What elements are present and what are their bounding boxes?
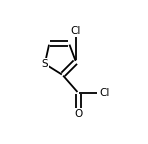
Text: O: O <box>74 109 82 119</box>
Text: Cl: Cl <box>71 26 81 36</box>
Text: S: S <box>41 59 48 69</box>
Text: Cl: Cl <box>99 88 110 98</box>
